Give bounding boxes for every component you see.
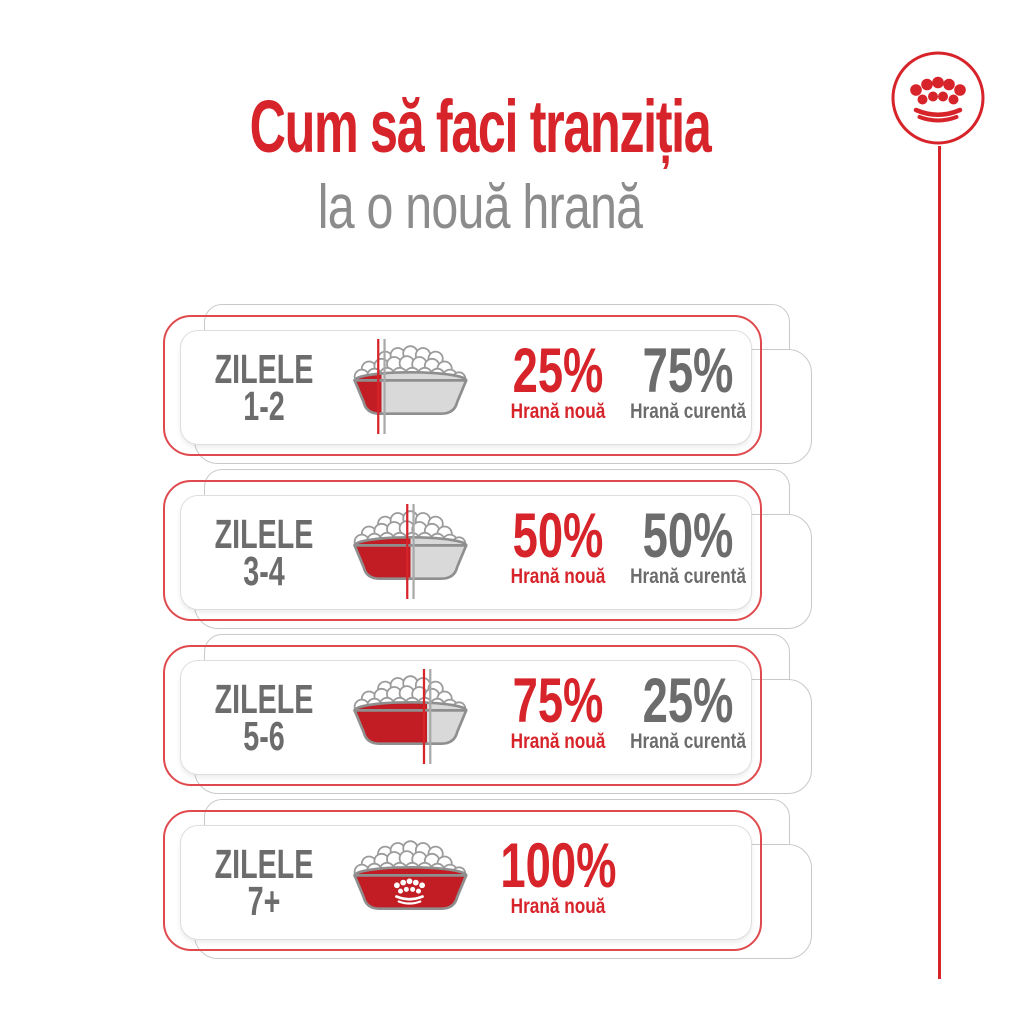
period-word: ZILELE — [214, 346, 314, 392]
card-red-outline — [163, 480, 762, 621]
bowl-shape — [353, 535, 468, 581]
transition-row: ZILELE 3-4 50% Hrană nouă 50% Hrană cure… — [0, 465, 1024, 645]
page-subtitle: la o nouă hrană — [317, 173, 643, 242]
row-card: ZILELE 1-2 25% Hrană nouă 75% Hrană cure… — [180, 330, 752, 445]
period-word: ZILELE — [214, 676, 314, 722]
period-days: 1-2 — [243, 383, 285, 429]
transition-row: ZILELE 5-6 75% Hrană nouă 25% Hrană cure… — [0, 630, 1024, 810]
new-food-column: 50% Hrană nouă — [478, 496, 638, 588]
current-food-column: 50% Hrană curentă — [608, 496, 768, 588]
period-label: ZILELE 5-6 — [212, 676, 317, 759]
food-bowl-icon — [353, 840, 468, 911]
food-bowl-icon — [353, 504, 468, 600]
current-food-column: 75% Hrană curentă — [608, 331, 768, 423]
royal-canin-logo-icon — [891, 51, 985, 145]
current-food-percent: 50% — [642, 501, 734, 571]
period-label: ZILELE 1-2 — [212, 346, 317, 429]
bowl-shape — [353, 700, 468, 746]
new-food-label: Hrană nouă — [510, 730, 606, 753]
card-red-outline — [163, 645, 762, 786]
current-food-percent: 75% — [642, 336, 734, 406]
period-days: 5-6 — [243, 713, 285, 759]
row-card: ZILELE 7+ 100% Hrană nouă — [180, 825, 752, 940]
card-red-outline — [163, 315, 762, 456]
new-food-label: Hrană nouă — [510, 895, 606, 918]
new-food-percent: 100% — [500, 831, 617, 901]
new-food-column: 75% Hrană nouă — [478, 661, 638, 753]
new-food-column: 25% Hrană nouă — [478, 331, 638, 423]
period-label: ZILELE 7+ — [212, 841, 317, 924]
period-word: ZILELE — [214, 511, 314, 557]
row-card: ZILELE 5-6 75% Hrană nouă 25% Hrană cure… — [180, 660, 752, 775]
transition-row: ZILELE 1-2 25% Hrană nouă 75% Hrană cure… — [0, 300, 1024, 480]
row-card: ZILELE 3-4 50% Hrană nouă 50% Hrană cure… — [180, 495, 752, 610]
new-food-column: 100% Hrană nouă — [478, 826, 638, 918]
current-food-label: Hrană curentă — [630, 400, 746, 423]
new-food-label: Hrană nouă — [510, 400, 606, 423]
food-bowl-icon — [353, 339, 468, 435]
current-food-column: 25% Hrană curentă — [608, 661, 768, 753]
new-food-label: Hrană nouă — [510, 565, 606, 588]
new-food-percent: 25% — [512, 336, 604, 406]
new-food-percent: 50% — [512, 501, 604, 571]
card-red-outline — [163, 810, 762, 951]
period-label: ZILELE 3-4 — [212, 511, 317, 594]
period-days: 3-4 — [243, 548, 285, 594]
period-days: 7+ — [247, 878, 281, 924]
period-word: ZILELE — [214, 841, 314, 887]
food-bowl-icon — [353, 669, 468, 765]
current-food-label: Hrană curentă — [630, 565, 746, 588]
bowl-shape — [353, 370, 468, 416]
crown-icon — [910, 76, 966, 105]
vertical-accent-line — [938, 146, 941, 979]
current-food-percent: 25% — [642, 666, 734, 736]
new-food-percent: 75% — [512, 666, 604, 736]
current-food-label: Hrană curentă — [630, 730, 746, 753]
current-food-column — [608, 826, 768, 838]
page-title: Cum să faci tranziția — [249, 85, 712, 168]
transition-row: ZILELE 7+ 100% Hrană nouă — [0, 795, 1024, 975]
